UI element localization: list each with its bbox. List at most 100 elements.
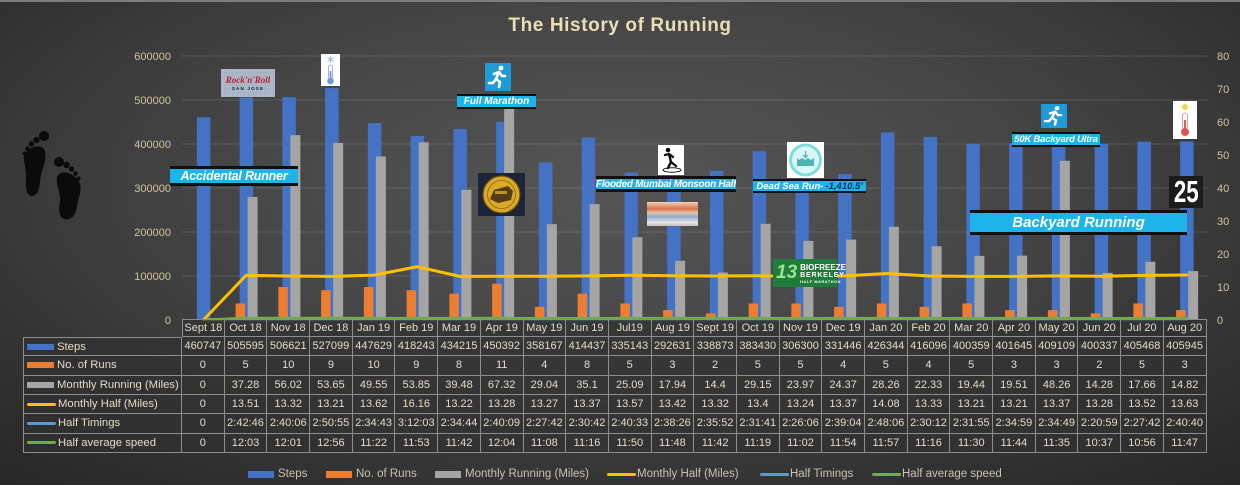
- point-monthly-half-miles: [971, 275, 975, 278]
- table-value-no-of-runs: 5: [779, 356, 823, 376]
- table-value-steps: 405468: [1121, 337, 1164, 357]
- table-value-half-average-speed: 11:19: [736, 433, 780, 453]
- y-right-tick-label: 50: [1217, 150, 1229, 162]
- legend-item-steps[interactable]: Steps: [248, 466, 307, 482]
- point-monthly-half-miles: [1014, 275, 1017, 278]
- table-value-half-average-speed: 12:03: [224, 433, 268, 453]
- table-value-monthly-half-miles: 13.33: [907, 394, 951, 415]
- table-value-half-average-speed: 10:37: [1078, 433, 1122, 453]
- point-monthly-half-miles: [330, 275, 333, 278]
- table-value-monthly-running-miles: 14.4: [694, 375, 737, 395]
- table-value-half-average-speed: 12:56: [310, 433, 353, 453]
- x-tick-label: Feb 20: [907, 319, 951, 337]
- point-monthly-half-miles: [757, 274, 761, 277]
- table-value-monthly-half-miles: 13.51: [224, 394, 268, 415]
- table-value-half-average-speed: 11:02: [779, 433, 823, 453]
- table-value-monthly-running-miles: 17.94: [651, 375, 695, 395]
- footprints-icon: [22, 131, 81, 220]
- legend-item-monthly-running-miles[interactable]: Monthly Running (Miles): [435, 466, 589, 482]
- x-tick-label: Jul 20: [1121, 319, 1164, 337]
- x-tick-label: May 19: [523, 319, 567, 337]
- table-value-half-timings: 2:31:41: [736, 414, 780, 434]
- bar-no-of-runs: [406, 290, 417, 320]
- point-monthly-half-miles: [244, 274, 248, 277]
- legend-swatch: [326, 470, 352, 478]
- table-value-no-of-runs: 3: [1163, 356, 1207, 376]
- x-tick-label: Jun 19: [566, 319, 609, 337]
- x-tick-label: Mar 20: [950, 319, 994, 337]
- legend-item-half-average-speed[interactable]: Half average speed: [872, 466, 1002, 482]
- table-value-half-timings: 2:31:55: [950, 414, 994, 434]
- table-value-half-timings: 2:48:06: [865, 414, 908, 434]
- chart-title: The History of Running: [508, 15, 732, 36]
- bar-monthly-running-miles: [247, 196, 258, 320]
- table-value-half-average-speed: 11:48: [651, 433, 695, 453]
- series-swatch-no-of-runs: [27, 362, 54, 369]
- legend-item-monthly-half-miles[interactable]: Monthly Half (Miles): [607, 466, 739, 482]
- table-value-no-of-runs: 8: [566, 356, 609, 376]
- table-value-monthly-running-miles: 19.44: [950, 375, 994, 395]
- table-value-half-timings: 2:40:09: [480, 414, 524, 434]
- table-value-steps: 292631: [651, 337, 695, 357]
- bar-monthly-running-miles: [717, 272, 728, 320]
- table-value-steps: 426344: [865, 337, 908, 357]
- y-left-tick-label: 300000: [134, 183, 171, 195]
- table-value-monthly-half-miles: 16.16: [395, 394, 439, 415]
- table-value-half-average-speed: 11:35: [1035, 433, 1079, 453]
- legend-item-no-of-runs[interactable]: No. of Runs: [326, 466, 417, 482]
- dead-sea-label: Dead Sea Run-: [756, 180, 824, 192]
- x-tick-label: Mar 19: [438, 319, 481, 337]
- table-value-no-of-runs: 5: [224, 356, 268, 376]
- table-value-half-timings: 2:27:42: [523, 414, 567, 434]
- table-value-monthly-half-miles: 13.28: [480, 394, 524, 415]
- table-value-half-timings: 0: [182, 414, 225, 434]
- bar-no-of-runs: [449, 293, 459, 320]
- full-marathon-banner: Full Marathon: [457, 94, 536, 109]
- table-value-monthly-running-miles: 22.33: [907, 375, 951, 395]
- table-value-monthly-half-miles: 13.62: [352, 394, 396, 415]
- table-value-monthly-running-miles: 67.32: [480, 375, 524, 395]
- running-person-icon: [485, 63, 511, 91]
- bar-no-of-runs: [363, 287, 374, 320]
- legend-label: Steps: [278, 468, 308, 480]
- table-row-label: No. of Runs: [23, 356, 182, 376]
- point-monthly-half-miles: [1185, 273, 1188, 277]
- table-value-half-average-speed: 12:04: [480, 433, 524, 453]
- backyard-running-banner: Backyard Running: [970, 210, 1187, 235]
- biofreeze-line2: BERKELEY: [800, 271, 845, 279]
- table-value-half-average-speed: 11:08: [523, 433, 567, 453]
- table-value-half-average-speed: 11:30: [950, 433, 994, 453]
- x-tick-label: Oct 18: [224, 319, 268, 337]
- table-value-steps: 418243: [395, 337, 439, 357]
- table-value-steps: 400337: [1078, 337, 1122, 357]
- line-half-average-speed: [201, 316, 1189, 322]
- biofreeze-line3: HALF MARATHON: [800, 279, 841, 284]
- table-value-no-of-runs: 2: [694, 356, 737, 376]
- x-tick-label: Oct 19: [736, 319, 780, 337]
- bar-monthly-running-miles: [1059, 160, 1070, 320]
- legend-item-half-timings[interactable]: Half Timings: [760, 466, 853, 482]
- bar-monthly-running-miles: [760, 223, 771, 320]
- bar-no-of-runs: [1176, 310, 1186, 320]
- legend-label: No. of Runs: [356, 468, 417, 480]
- table-corner: [23, 319, 182, 337]
- table-value-no-of-runs: 9: [310, 356, 353, 376]
- table-value-no-of-runs: 4: [822, 356, 865, 376]
- table-value-half-average-speed: 11:53: [395, 433, 439, 453]
- series-swatch-steps: [27, 343, 54, 350]
- table-value-monthly-running-miles: 39.48: [438, 375, 481, 395]
- bar-no-of-runs: [1133, 303, 1143, 320]
- table-value-monthly-running-miles: 14.28: [1078, 375, 1122, 395]
- table-value-monthly-running-miles: 23.97: [779, 375, 823, 395]
- point-half-average-speed: [715, 317, 718, 320]
- x-tick-label: Dec 19: [822, 319, 865, 337]
- hot-thermometer-icon: [1173, 101, 1197, 139]
- bar-monthly-running-miles: [546, 224, 557, 320]
- point-monthly-half-miles: [501, 274, 504, 278]
- table-value-monthly-half-miles: 13.52: [1121, 394, 1164, 415]
- bar-monthly-running-miles: [461, 189, 472, 320]
- table-value-half-average-speed: 11:22: [352, 433, 396, 453]
- point-monthly-half-miles: [287, 274, 291, 278]
- bar-no-of-runs: [834, 306, 844, 320]
- bar-no-of-runs: [663, 310, 673, 320]
